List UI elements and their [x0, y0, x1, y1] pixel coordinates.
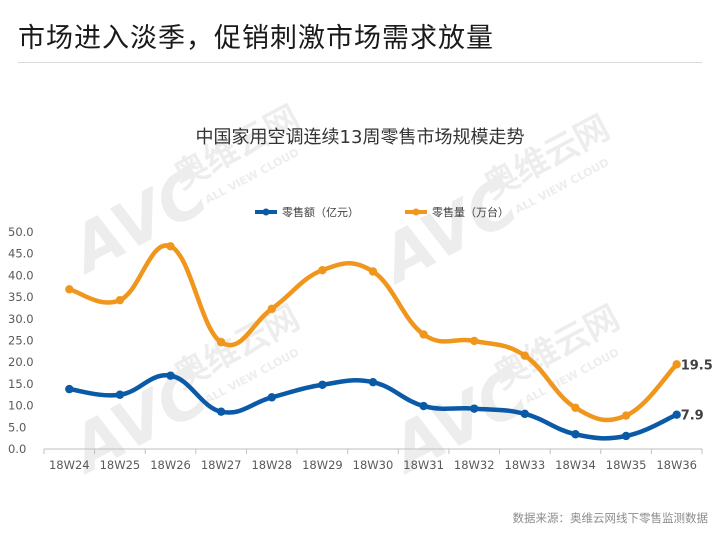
data-point [115, 295, 125, 305]
data-point [571, 430, 580, 439]
data-point [470, 404, 479, 413]
data-point [419, 401, 428, 411]
x-tick-label: 18W32 [454, 458, 495, 472]
data-source-note: 数据来源：奥维云网线下零售监测数据 [512, 511, 709, 525]
data-point [470, 336, 479, 346]
data-point [166, 242, 175, 251]
series-layer [65, 242, 681, 441]
y-tick-label: 20.0 [8, 355, 34, 369]
chart-title: 中国家用空调连续13周零售市场规模走势 [196, 127, 525, 148]
data-point [621, 431, 631, 441]
x-tick-label: 18W27 [201, 458, 242, 472]
legend-label: 零售量（万台） [432, 205, 509, 219]
y-tick-label: 15.0 [8, 377, 34, 391]
data-point [419, 330, 428, 339]
x-tick-label: 18W24 [49, 458, 90, 472]
series-sales-value [65, 371, 681, 441]
data-point [318, 265, 327, 275]
x-tick-label: 18W33 [505, 458, 546, 472]
x-axis: 18W24 18W25 18W26 18W27 18W28 18W29 18W30 18W31… [43, 448, 703, 472]
legend-item: 零售额（亿元） [255, 205, 359, 219]
x-tick-label: 18W36 [656, 458, 697, 472]
data-point [65, 384, 74, 394]
x-tick-label: 18W34 [555, 458, 596, 472]
data-point [65, 285, 74, 294]
y-tick-label: 50.0 [8, 225, 34, 239]
data-point [267, 393, 276, 402]
y-tick-label: 25.0 [8, 334, 34, 348]
data-point [368, 377, 378, 387]
y-tick-label: 30.0 [8, 312, 34, 326]
y-tick-label: 0.0 [8, 442, 26, 456]
x-tick-label: 18W35 [606, 458, 647, 472]
data-point [621, 411, 631, 420]
series-sales-volume [65, 242, 681, 423]
y-tick-label: 35.0 [8, 290, 34, 304]
x-tick-label: 18W31 [403, 458, 444, 472]
x-tick-label: 18W28 [251, 458, 292, 472]
y-tick-label: 5.0 [8, 420, 26, 434]
end-data-label: 7.9 [681, 409, 704, 424]
end-data-label: 19.5 [681, 358, 713, 373]
data-point [267, 304, 276, 314]
x-tick-label: 18W29 [302, 458, 343, 472]
data-point [318, 380, 327, 389]
data-point [672, 410, 681, 419]
legend: 零售额（亿元） 零售量（万台） [255, 205, 509, 219]
data-point [520, 409, 530, 419]
data-point [216, 407, 226, 416]
data-point [216, 338, 226, 347]
y-tick-label: 40.0 [8, 268, 34, 282]
legend-swatch-marker [262, 208, 270, 216]
data-point [115, 390, 125, 399]
y-tick-label: 10.0 [8, 399, 34, 413]
data-point [672, 360, 681, 369]
data-point [571, 403, 580, 412]
y-axis: 0.0 5.0 10.0 15.0 20.0 25.0 30.0 35.0 40.0 45.0 50… [8, 225, 34, 456]
x-tick-label: 18W26 [150, 458, 191, 472]
title-divider [18, 62, 702, 63]
x-tick-label: 18W25 [100, 458, 141, 472]
legend-item: 零售量（万台） [405, 205, 509, 219]
legend-label: 零售额（亿元） [282, 205, 359, 219]
data-point [368, 267, 378, 276]
x-tick-label: 18W30 [353, 458, 394, 472]
y-tick-label: 45.0 [8, 247, 34, 261]
data-point [520, 351, 530, 360]
page-title: 市场进入淡季，促销刺激市场需求放量 [18, 23, 494, 54]
legend-swatch-marker [412, 208, 420, 216]
data-point [166, 371, 175, 380]
end-labels: 7.9 19.5 [681, 358, 713, 423]
